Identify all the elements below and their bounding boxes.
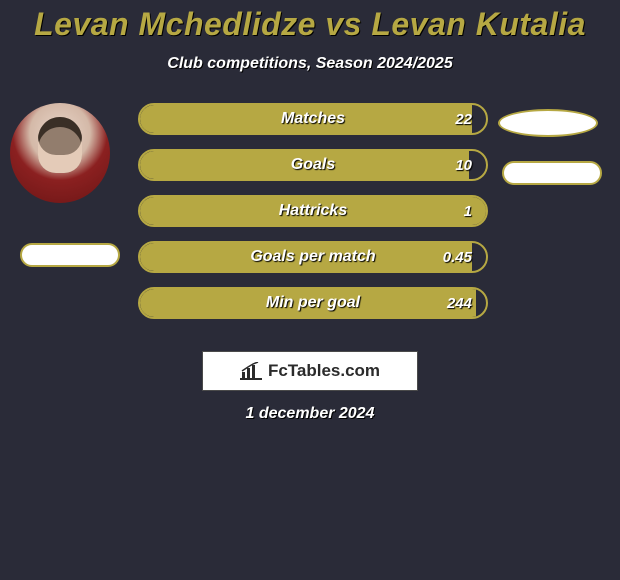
bar-value: 1 (464, 203, 486, 220)
bar-value: 10 (455, 157, 486, 174)
bar-fill (140, 105, 472, 133)
bar-fill (140, 243, 472, 271)
date-text: 1 december 2024 (0, 405, 620, 423)
player-left-badge (20, 243, 120, 267)
stat-bars: Matches 22 Goals 10 Hattricks 1 Goals pe… (138, 103, 488, 333)
bar-value: 22 (455, 111, 486, 128)
player-left-avatar (10, 103, 110, 203)
brand-box[interactable]: FcTables.com (202, 351, 418, 391)
bar-value: 244 (447, 295, 486, 312)
player-right-badge-2 (502, 161, 602, 185)
subtitle: Club competitions, Season 2024/2025 (0, 55, 620, 73)
brand-text: FcTables.com (268, 361, 380, 381)
bar-chart-icon (240, 362, 262, 380)
bar-fill (140, 197, 486, 225)
bar-matches: Matches 22 (138, 103, 488, 135)
bar-fill (140, 151, 469, 179)
bar-goals-per-match: Goals per match 0.45 (138, 241, 488, 273)
bar-hattricks: Hattricks 1 (138, 195, 488, 227)
player-right-badge-1 (498, 109, 598, 137)
bar-value: 0.45 (443, 249, 486, 266)
bar-min-per-goal: Min per goal 244 (138, 287, 488, 319)
comparison-panel: Matches 22 Goals 10 Hattricks 1 Goals pe… (0, 103, 620, 333)
page-title: Levan Mchedlidze vs Levan Kutalia (0, 0, 620, 43)
bar-goals: Goals 10 (138, 149, 488, 181)
bar-fill (140, 289, 476, 317)
